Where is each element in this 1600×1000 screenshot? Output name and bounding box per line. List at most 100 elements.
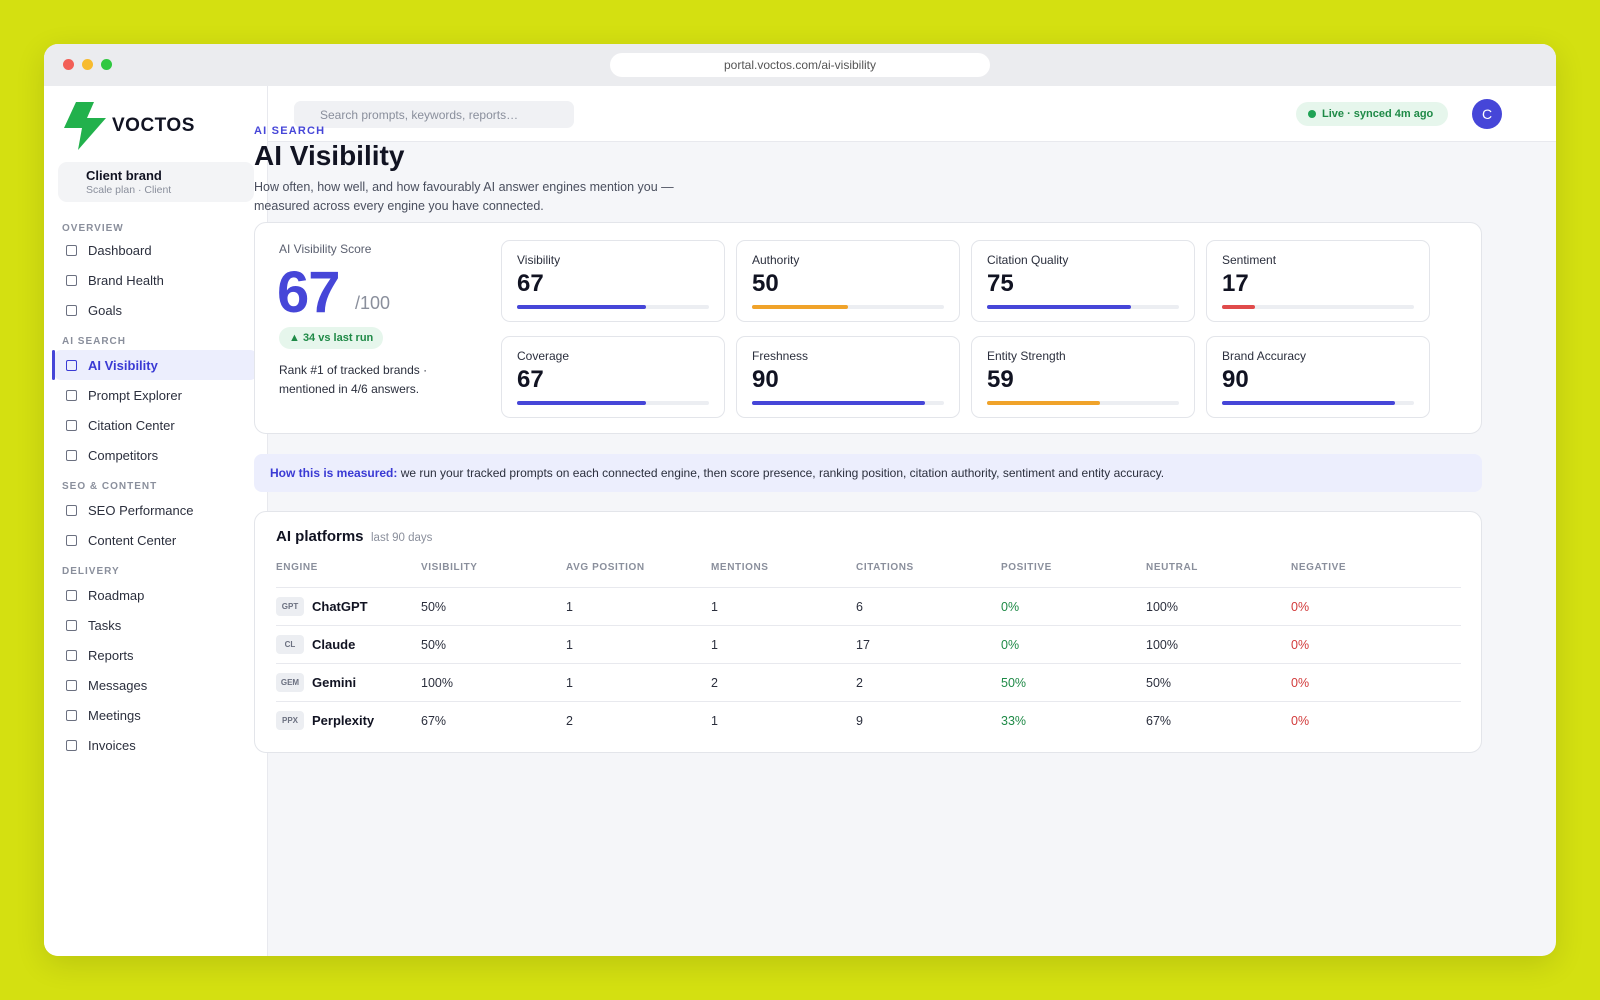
sidebar-item-label: Invoices — [88, 737, 136, 753]
metric-bar — [517, 401, 709, 405]
metric-card-visibility[interactable]: Visibility 67 — [501, 240, 725, 322]
metric-card-freshness[interactable]: Freshness 90 — [736, 336, 960, 418]
rank-text: Rank #1 of tracked brands · mentioned in… — [279, 363, 428, 396]
sidebar-item-seo-performance[interactable]: SEO Performance — [54, 495, 257, 525]
checkbox-icon — [66, 359, 77, 371]
checkbox-icon — [66, 739, 77, 751]
sidebar-item-goals[interactable]: Goals — [54, 295, 257, 325]
checkbox-icon — [66, 649, 77, 661]
client-brand-switcher[interactable]: Client brand Scale plan · Client — [58, 162, 254, 202]
minimize-window-button[interactable] — [82, 59, 93, 70]
avg-position-cell: 1 — [566, 638, 573, 652]
checkbox-icon — [66, 679, 77, 691]
negative-cell: 0% — [1291, 714, 1310, 728]
info-lead: How this is measured: — [270, 466, 398, 480]
checkbox-icon — [66, 274, 77, 286]
metric-bar — [1222, 401, 1414, 405]
sidebar-item-label: Roadmap — [88, 587, 145, 603]
sidebar-item-brand-health[interactable]: Brand Health — [54, 265, 257, 295]
table-row[interactable]: GPT ChatGPT 50% 1 1 6 0% 100% 0% — [276, 587, 1461, 625]
nav-section-ai-search: AI SEARCH — [62, 336, 127, 347]
avg-position-cell: 1 — [566, 600, 573, 614]
sidebar-item-ai-visibility[interactable]: AI Visibility — [52, 350, 257, 380]
sidebar-item-label: Meetings — [88, 707, 141, 723]
metric-card-entity-strength[interactable]: Entity Strength 59 — [971, 336, 1195, 418]
metric-bar-fill — [517, 305, 646, 309]
sidebar-item-citation-center[interactable]: Citation Center — [54, 410, 257, 440]
engine-name: Claude — [312, 637, 356, 652]
metric-card-coverage[interactable]: Coverage 67 — [501, 336, 725, 418]
score-label: AI Visibility Score — [279, 242, 372, 256]
metric-card-citation-quality[interactable]: Citation Quality 75 — [971, 240, 1195, 322]
column-header-visibility[interactable]: VISIBILITY — [421, 562, 478, 573]
engine-badge: CL — [276, 635, 304, 654]
engine-badge: PPX — [276, 711, 304, 730]
page-title: AI Visibility — [254, 140, 405, 171]
sidebar-item-competitors[interactable]: Competitors — [54, 440, 257, 470]
column-header-positive[interactable]: POSITIVE — [1001, 562, 1052, 573]
score-max: /100 — [355, 293, 391, 313]
address-bar[interactable]: portal.voctos.com/ai-visibility — [610, 53, 990, 77]
metric-bar-fill — [987, 305, 1131, 309]
metric-value: 59 — [987, 366, 1014, 393]
page-eyebrow: AI SEARCH — [254, 125, 326, 137]
page-description: How often, how well, and how favourably … — [254, 180, 674, 213]
sidebar-item-tasks[interactable]: Tasks — [54, 610, 257, 640]
search-input[interactable] — [294, 101, 574, 128]
column-header-citations[interactable]: CITATIONS — [856, 562, 914, 573]
mentions-cell: 1 — [711, 714, 718, 728]
sidebar-item-invoices[interactable]: Invoices — [54, 730, 257, 760]
column-header-neutral[interactable]: NEUTRAL — [1146, 562, 1198, 573]
neutral-cell: 67% — [1146, 714, 1172, 728]
score-card: AI Visibility Score 67 /100 ▲ 34 vs last… — [254, 222, 1482, 434]
metric-bar-fill — [752, 305, 848, 309]
metric-bar-fill — [1222, 401, 1395, 405]
column-header-engine[interactable]: ENGINE — [276, 562, 318, 573]
sidebar-item-label: Prompt Explorer — [88, 387, 182, 403]
checkbox-icon — [66, 244, 77, 256]
sidebar-item-label: Brand Health — [88, 272, 164, 288]
maximize-window-button[interactable] — [101, 59, 112, 70]
table-row[interactable]: PPX Perplexity 67% 2 1 9 33% 67% 0% — [276, 701, 1461, 739]
column-header-avg-position[interactable]: AVG POSITION — [566, 562, 645, 573]
metric-label: Brand Accuracy — [1222, 349, 1307, 363]
positive-cell: 0% — [1001, 638, 1020, 652]
logo[interactable]: VOCTOS — [64, 102, 195, 150]
browser-window: portal.voctos.com/ai-visibility VOCTOS C… — [44, 44, 1556, 956]
sidebar-item-label: AI Visibility — [88, 357, 158, 373]
sidebar-item-prompt-explorer[interactable]: Prompt Explorer — [54, 380, 257, 410]
metric-card-authority[interactable]: Authority 50 — [736, 240, 960, 322]
sidebar-item-roadmap[interactable]: Roadmap — [54, 580, 257, 610]
metric-card-sentiment[interactable]: Sentiment 17 — [1206, 240, 1430, 322]
column-header-negative[interactable]: NEGATIVE — [1291, 562, 1347, 573]
engine-cell: CL Claude — [276, 635, 355, 654]
client-brand-name: Client brand — [86, 168, 162, 183]
table-row[interactable]: CL Claude 50% 1 1 17 0% 100% 0% — [276, 625, 1461, 663]
metric-value: 67 — [517, 366, 544, 393]
metric-bar — [987, 305, 1179, 309]
metric-card-brand-accuracy[interactable]: Brand Accuracy 90 — [1206, 336, 1430, 418]
sidebar-item-messages[interactable]: Messages — [54, 670, 257, 700]
sync-status-text: Live · synced 4m ago — [1322, 108, 1434, 120]
sidebar-item-reports[interactable]: Reports — [54, 640, 257, 670]
sidebar-item-content-center[interactable]: Content Center — [54, 525, 257, 555]
metric-label: Citation Quality — [987, 253, 1069, 267]
column-header-mentions[interactable]: MENTIONS — [711, 562, 769, 573]
sidebar-item-label: Citation Center — [88, 417, 175, 433]
table-row[interactable]: GEM Gemini 100% 1 2 2 50% 50% 0% — [276, 663, 1461, 701]
metric-bar-fill — [517, 401, 646, 405]
metric-bar — [752, 401, 944, 405]
engine-name: ChatGPT — [312, 599, 368, 614]
metric-label: Authority — [752, 253, 800, 267]
avg-position-cell: 1 — [566, 676, 573, 690]
sidebar-item-meetings[interactable]: Meetings — [54, 700, 257, 730]
sidebar-item-label: Tasks — [88, 617, 122, 633]
close-window-button[interactable] — [63, 59, 74, 70]
sidebar-item-label: Messages — [88, 677, 148, 693]
avatar[interactable]: C — [1472, 99, 1502, 129]
neutral-cell: 50% — [1146, 676, 1172, 690]
sidebar-item-dashboard[interactable]: Dashboard — [54, 235, 257, 265]
negative-cell: 0% — [1291, 638, 1310, 652]
metric-bar — [1222, 305, 1414, 309]
live-dot-icon — [1308, 110, 1316, 118]
